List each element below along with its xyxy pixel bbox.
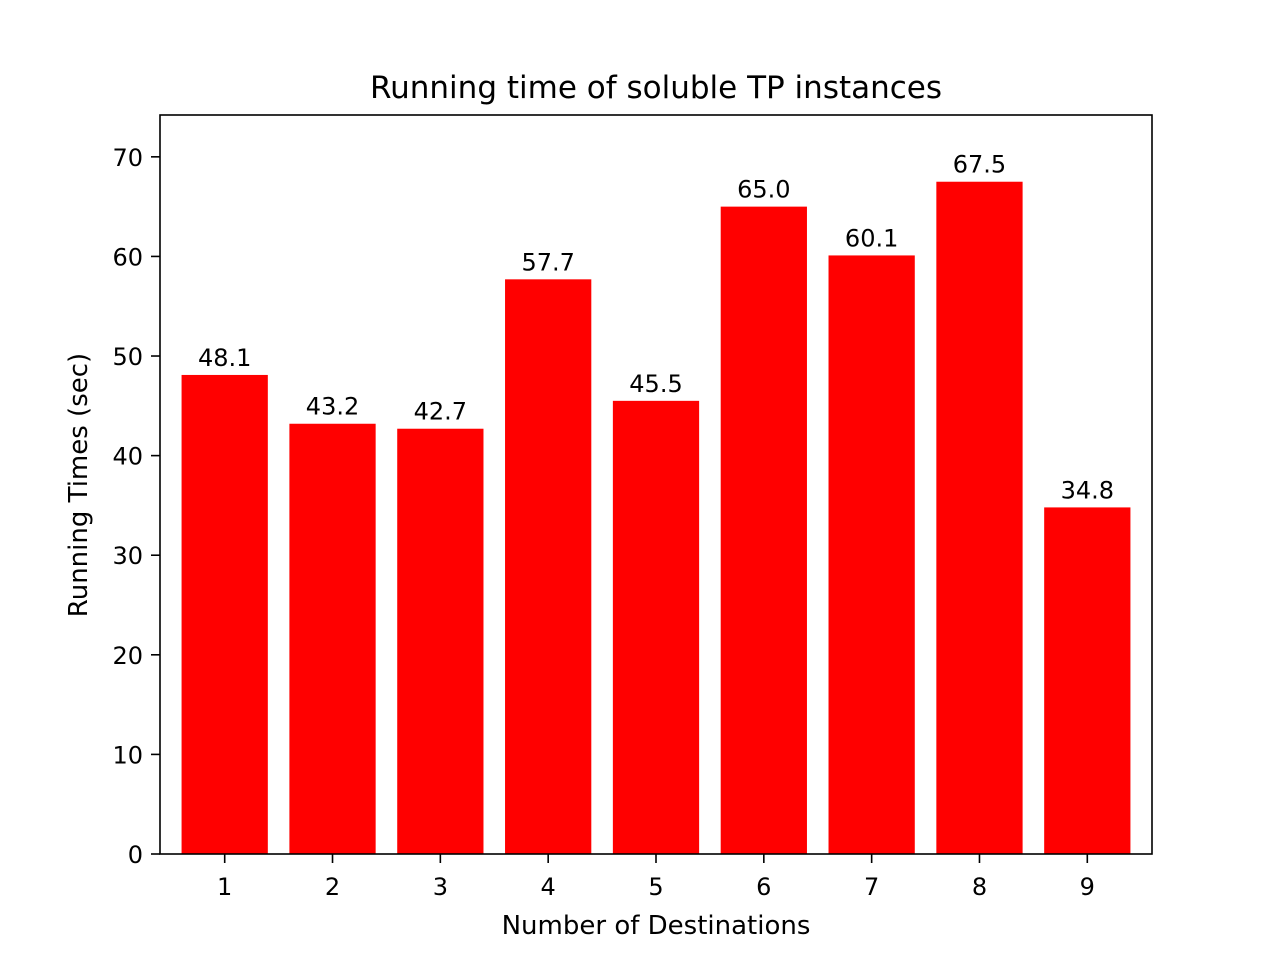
bar-2 bbox=[289, 423, 376, 854]
y-tick-label-10: 10 bbox=[112, 741, 143, 769]
data-label-5: 45.5 bbox=[629, 370, 682, 398]
data-label-8: 67.5 bbox=[953, 151, 1006, 179]
y-axis-label: Running Times (sec) bbox=[64, 353, 94, 617]
y-tick-label-40: 40 bbox=[112, 443, 143, 471]
bar-8 bbox=[936, 181, 1023, 854]
bar-7 bbox=[828, 255, 915, 854]
chart-title: Running time of soluble TP instances bbox=[370, 70, 942, 106]
x-tick-label-2: 2 bbox=[325, 873, 340, 901]
bar-3 bbox=[397, 428, 484, 854]
bar-1 bbox=[181, 374, 268, 854]
data-labels-layer: 48.1 43.2 42.7 57.7 45.5 65.0 60.1 67.5 34.8 bbox=[198, 151, 1114, 505]
bar-4 bbox=[505, 279, 592, 854]
x-tick-label-9: 9 bbox=[1080, 873, 1095, 901]
data-label-9: 34.8 bbox=[1061, 476, 1114, 504]
x-axis-label: Number of Destinations bbox=[502, 911, 811, 941]
data-label-7: 60.1 bbox=[845, 224, 898, 252]
bar-5 bbox=[612, 400, 700, 854]
x-tick-label-8: 8 bbox=[972, 873, 987, 901]
x-tick-label-7: 7 bbox=[864, 873, 879, 901]
y-tick-label-70: 70 bbox=[112, 144, 143, 172]
y-axis: 0 10 20 30 40 50 60 70 bbox=[112, 144, 160, 869]
bar-6 bbox=[720, 206, 807, 854]
x-tick-label-1: 1 bbox=[217, 873, 232, 901]
data-label-6: 65.0 bbox=[737, 176, 790, 204]
y-tick-label-30: 30 bbox=[112, 542, 143, 570]
y-tick-label-20: 20 bbox=[112, 642, 143, 670]
x-axis: 1 2 3 4 5 6 7 8 9 bbox=[217, 854, 1095, 901]
data-label-1: 48.1 bbox=[198, 344, 251, 372]
bars-layer bbox=[181, 181, 1131, 854]
x-tick-label-3: 3 bbox=[433, 873, 448, 901]
data-label-2: 43.2 bbox=[306, 393, 359, 421]
data-label-4: 57.7 bbox=[521, 248, 574, 276]
y-tick-label-0: 0 bbox=[128, 841, 143, 869]
y-tick-label-60: 60 bbox=[112, 243, 143, 271]
y-tick-label-50: 50 bbox=[112, 343, 143, 371]
x-tick-label-4: 4 bbox=[541, 873, 556, 901]
x-tick-label-6: 6 bbox=[756, 873, 771, 901]
bar-9 bbox=[1044, 507, 1131, 854]
x-tick-label-5: 5 bbox=[648, 873, 663, 901]
data-label-3: 42.7 bbox=[414, 398, 467, 426]
